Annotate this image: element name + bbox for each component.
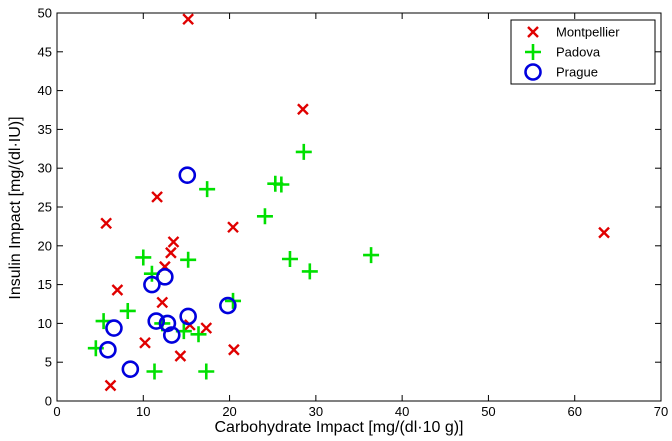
montpellier-point bbox=[598, 226, 610, 239]
x-tick-label: 0 bbox=[53, 404, 60, 419]
y-tick-label: 20 bbox=[38, 238, 52, 253]
montpellier-point bbox=[228, 343, 240, 356]
y-tick-label: 15 bbox=[38, 277, 52, 292]
montpellier-point bbox=[111, 284, 124, 296]
montpellier-point bbox=[167, 236, 180, 248]
padova-point bbox=[190, 326, 207, 343]
montpellier-point bbox=[104, 379, 117, 392]
padova-point bbox=[281, 250, 298, 267]
prague-point bbox=[156, 268, 174, 286]
y-tick-label: 35 bbox=[38, 122, 52, 137]
y-tick-label: 25 bbox=[38, 200, 52, 215]
y-tick-label: 5 bbox=[45, 355, 52, 370]
montpellier-point bbox=[182, 13, 195, 26]
padova-point bbox=[119, 302, 136, 319]
y-tick-label: 10 bbox=[38, 316, 52, 331]
legend-marker-padova bbox=[525, 44, 541, 60]
x-tick-label: 50 bbox=[481, 404, 495, 419]
y-tick-label: 0 bbox=[45, 394, 52, 409]
padova-point bbox=[363, 247, 380, 264]
x-tick-label: 60 bbox=[567, 404, 581, 419]
prague-point bbox=[179, 307, 197, 326]
y-tick-label: 45 bbox=[38, 44, 52, 59]
prague-point bbox=[162, 326, 181, 344]
padova-point bbox=[295, 143, 312, 160]
montpellier-point bbox=[151, 191, 163, 203]
padova-point bbox=[301, 263, 318, 280]
legend-marker-prague bbox=[524, 63, 542, 81]
y-tick-label: 30 bbox=[38, 161, 52, 176]
legend-label-montpellier: Montpellier bbox=[556, 25, 620, 40]
y-tick-label: 40 bbox=[38, 83, 52, 98]
padova-point bbox=[146, 363, 163, 380]
prague-point bbox=[178, 166, 197, 184]
y-axis-label: Insulin Impact [mg/(dl·IU)] bbox=[7, 116, 24, 299]
legend-marker-montpellier bbox=[527, 26, 539, 38]
x-tick-label: 30 bbox=[309, 404, 323, 419]
prague-point bbox=[147, 312, 166, 330]
x-axis-label: Carbohydrate Impact [mg/(dl·10 g)] bbox=[215, 419, 464, 436]
padova-point bbox=[273, 176, 290, 193]
montpellier-point bbox=[165, 246, 177, 259]
legend-label-padova: Padova bbox=[556, 45, 601, 60]
x-tick-label: 70 bbox=[654, 404, 668, 419]
prague-point bbox=[105, 319, 123, 337]
prague-point bbox=[121, 360, 140, 378]
prague-point bbox=[143, 275, 161, 294]
montpellier-point bbox=[297, 103, 309, 116]
x-tick-label: 20 bbox=[222, 404, 236, 419]
prague-point bbox=[219, 296, 237, 315]
padova-point bbox=[256, 208, 273, 225]
padova-point bbox=[180, 251, 197, 268]
y-tick-label: 50 bbox=[38, 6, 52, 21]
padova-point bbox=[198, 363, 215, 380]
montpellier-point bbox=[156, 296, 169, 309]
prague-point bbox=[158, 314, 177, 333]
montpellier-point bbox=[139, 336, 151, 349]
montpellier-point bbox=[227, 221, 239, 234]
montpellier-point bbox=[200, 322, 213, 334]
plot-area: 0 10 20 30 40 50 60 70 0 5 10 15 20 25 30 35 40 45 50 Montp… bbox=[38, 6, 669, 420]
x-tick-label: 10 bbox=[136, 404, 150, 419]
x-tick-label: 40 bbox=[395, 404, 409, 419]
padova-point bbox=[199, 181, 216, 198]
montpellier-point bbox=[100, 217, 113, 230]
legend-label-prague: Prague bbox=[556, 65, 598, 80]
prague-point bbox=[99, 340, 117, 359]
padova-point bbox=[135, 249, 152, 266]
montpellier-point bbox=[174, 350, 187, 362]
